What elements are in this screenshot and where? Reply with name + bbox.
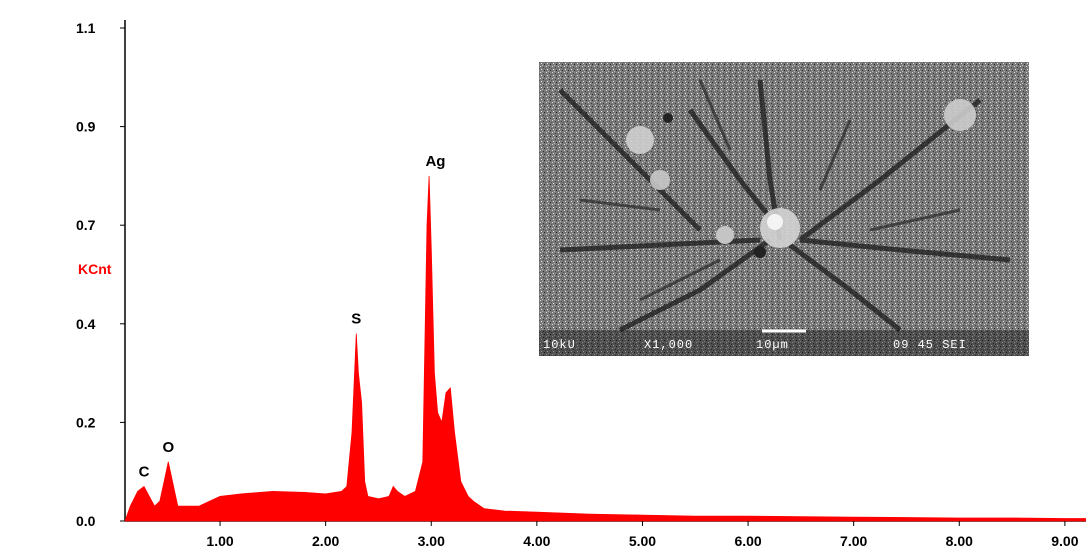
sem-voltage: 10kU: [543, 338, 576, 352]
peak-label: Ag: [425, 153, 445, 170]
y-tick-label: 0.9: [76, 119, 96, 135]
peak-labels: CO S Ag: [139, 153, 446, 481]
y-axis-ticks: 0.0 0.2 0.4 0.7 0.9 1.1: [76, 20, 125, 529]
spectrum-series: [124, 175, 1086, 522]
peak-label: C: [139, 463, 150, 480]
x-tick-label: 2.00: [312, 533, 339, 549]
sem-detector-text: 09 45 SEI: [893, 338, 967, 352]
sem-magnification: X1,000: [644, 338, 693, 352]
x-tick-label: 5.00: [629, 533, 656, 549]
sem-micrograph-inset: 10kU X1,000 10µm 09 45 SEI: [539, 62, 1029, 356]
x-tick-label: 3.00: [418, 533, 445, 549]
y-tick-label: 0.7: [76, 217, 96, 233]
y-tick-label: 1.1: [76, 20, 96, 36]
x-tick-label: 6.00: [734, 533, 761, 549]
y-tick-label: 0.4: [76, 316, 96, 332]
peak-label: S: [351, 311, 361, 328]
y-tick-label: 0.0: [76, 513, 96, 529]
peak-label: O: [162, 439, 174, 456]
y-tick-label: 0.2: [76, 414, 96, 430]
x-tick-label: 9.00: [1051, 533, 1078, 549]
x-tick-label: 7.00: [840, 533, 867, 549]
x-axis-ticks: 1.00 2.00 3.00 4.00 5.00 6.00 7.00 8.00 9.00: [206, 521, 1079, 549]
x-tick-label: 8.00: [946, 533, 973, 549]
x-tick-label: 4.00: [523, 533, 550, 549]
y-axis-unit-label: KCnt: [78, 261, 112, 277]
sem-scale-text: 10µm: [756, 338, 789, 352]
x-tick-label: 1.00: [206, 533, 233, 549]
